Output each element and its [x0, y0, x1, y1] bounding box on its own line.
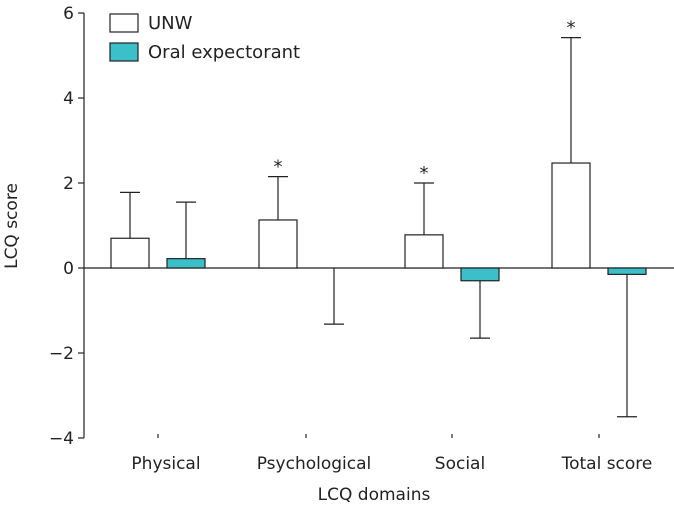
- bar-unw: [110, 237, 150, 269]
- y-tick-label: 0: [63, 259, 74, 279]
- y-tick-label: −4: [49, 429, 74, 449]
- bar-unw: [404, 234, 444, 269]
- x-axis-label: LCQ domains: [318, 485, 431, 505]
- bar-oral-expectorant: [607, 267, 647, 275]
- legend-label-oral-expectorant: Oral expectorant: [148, 42, 300, 63]
- significance-marker: *: [420, 163, 429, 184]
- significance-marker: *: [274, 157, 283, 178]
- x-tick-label: Total score: [561, 454, 653, 474]
- bars: * * *: [110, 18, 647, 418]
- bar-unw: [258, 219, 298, 269]
- legend-label-unw: UNW: [148, 13, 193, 34]
- y-tick-label: −2: [49, 344, 74, 364]
- y-tick-label: 6: [63, 4, 74, 24]
- y-axis-label: LCQ score: [2, 183, 22, 269]
- category-labels: Physical Psychological Social Total score: [131, 454, 652, 474]
- bar-unw: [551, 162, 591, 269]
- x-tick-label: Physical: [131, 454, 200, 474]
- y-tick-label: 4: [63, 89, 74, 109]
- legend-swatch-oral-expectorant: [109, 42, 139, 62]
- significance-marker: *: [567, 18, 576, 39]
- bar-oral-expectorant: [460, 267, 500, 282]
- x-tick-label: Psychological: [257, 454, 372, 474]
- legend-swatch-unw: [109, 13, 139, 33]
- x-tick-label: Social: [435, 454, 485, 474]
- y-tick-label: 2: [63, 174, 74, 194]
- legend: UNW Oral expectorant: [109, 13, 300, 63]
- bar-oral-expectorant: [166, 258, 206, 269]
